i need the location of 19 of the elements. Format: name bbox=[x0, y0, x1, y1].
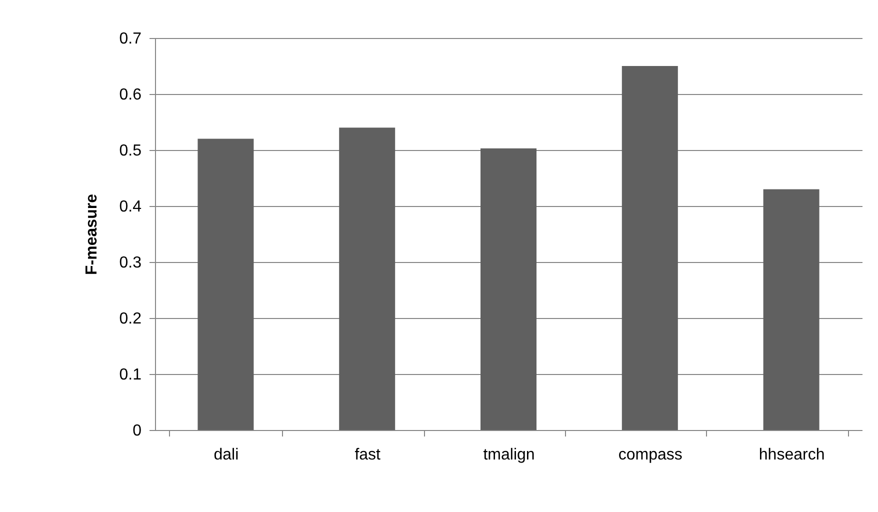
y-tick-label: 0.7 bbox=[119, 30, 142, 48]
x-tick-label: compass bbox=[618, 446, 682, 464]
x-tick-label: fast bbox=[354, 446, 382, 464]
y-tick-label: 0.5 bbox=[119, 142, 142, 160]
x-tick-label: hhsearch bbox=[758, 446, 825, 464]
bar bbox=[339, 128, 396, 430]
x-tick-label: dali bbox=[214, 446, 239, 464]
y-tick-label: 0.2 bbox=[119, 310, 142, 328]
bar bbox=[198, 138, 254, 430]
y-tick-label: 0.4 bbox=[119, 198, 142, 216]
bar bbox=[480, 148, 536, 430]
x-tick-label: tmalign bbox=[483, 446, 535, 464]
bar bbox=[622, 66, 678, 430]
bar bbox=[763, 189, 820, 430]
y-tick-label: 0 bbox=[132, 422, 142, 440]
y-axis-title: F-measure bbox=[83, 194, 100, 275]
y-tick-label: 0.1 bbox=[119, 366, 142, 384]
y-tick-label: 0.6 bbox=[119, 86, 142, 104]
y-tick-label: 0.3 bbox=[119, 254, 142, 272]
